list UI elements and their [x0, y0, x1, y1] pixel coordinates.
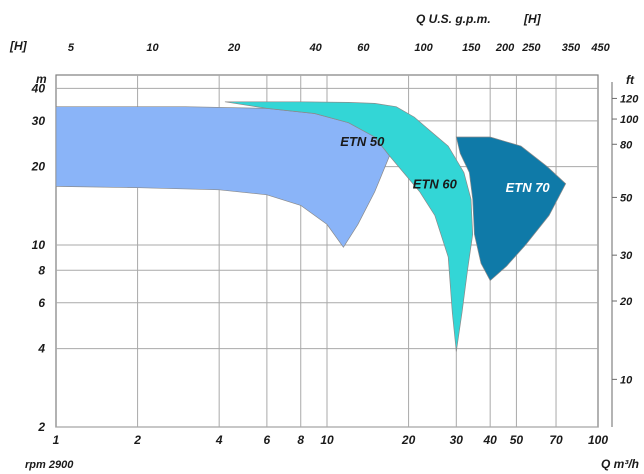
top-axis-tick-label: 5: [68, 42, 75, 54]
x-axis-unit: Q m³/h: [601, 457, 639, 471]
x-tick-label: 8: [297, 433, 304, 447]
series-layer: ETN 50 ETN 60 ETN 70: [55, 101, 567, 352]
top-axis-bracket-right: [H]: [523, 12, 542, 26]
x-tick-label: 1: [53, 433, 60, 447]
x-tick-label: 20: [401, 433, 416, 447]
series-label: ETN 70: [506, 180, 551, 195]
top-axis-tick-label: 150: [462, 42, 481, 54]
top-axis-tick-label: 60: [357, 42, 370, 54]
x-tick-label: 70: [549, 433, 563, 447]
right-axis-tick-label: 20: [619, 296, 633, 308]
right-axis-unit: ft: [626, 73, 635, 87]
x-tick-label: 40: [482, 433, 497, 447]
y-tick-label: 10: [32, 238, 46, 252]
series-area-etn-70: [455, 136, 567, 282]
footnote-rpm: rpm 2900: [25, 459, 74, 471]
top-axis-tick-label: 10: [146, 42, 159, 54]
x-tick-label: 10: [320, 433, 334, 447]
y-tick-label: 2: [37, 420, 45, 434]
right-axis-tick-label: 50: [620, 192, 633, 204]
top-axis-bracket-left: [H]: [9, 39, 28, 53]
series-label: ETN 60: [413, 176, 458, 191]
y-tick-label: 4: [37, 342, 45, 356]
y-tick-label: 6: [38, 296, 45, 310]
right-axis-tick-label: 30: [620, 250, 633, 262]
series-label: ETN 50: [340, 134, 385, 149]
x-tick-label: 50: [510, 433, 524, 447]
y-axis-unit: m: [36, 72, 47, 86]
y-tick-label: 20: [31, 160, 46, 174]
top-axis-tick-label: 450: [590, 42, 610, 54]
right-axis-tick-label: 80: [620, 139, 633, 151]
y-tick-label: 40: [31, 81, 46, 95]
y-tick-label: 8: [38, 263, 45, 277]
top-axis-tick-label: 250: [521, 42, 541, 54]
top-axis-tick-label: 200: [495, 42, 515, 54]
x-tick-label: 2: [133, 433, 141, 447]
x-tick-label: 4: [215, 433, 223, 447]
x-tick-label: 6: [264, 433, 271, 447]
top-axis-tick-label: 100: [414, 42, 433, 54]
grid-layer: [56, 75, 598, 428]
x-tick-label: 30: [450, 433, 464, 447]
series-area-etn-60: [224, 101, 474, 352]
right-axis-tick-label: 120: [620, 93, 639, 105]
right-axis-tick-label: 10: [620, 374, 633, 386]
top-axis-tick-label: 350: [562, 42, 581, 54]
top-axis-tick-label: 40: [309, 42, 323, 54]
top-axis-title: Q U.S. g.p.m.: [416, 12, 491, 26]
y-tick-label: 30: [32, 114, 46, 128]
x-tick-label: 100: [588, 433, 608, 447]
right-axis-tick-label: 100: [620, 114, 639, 126]
top-axis-tick-label: 20: [227, 42, 241, 54]
